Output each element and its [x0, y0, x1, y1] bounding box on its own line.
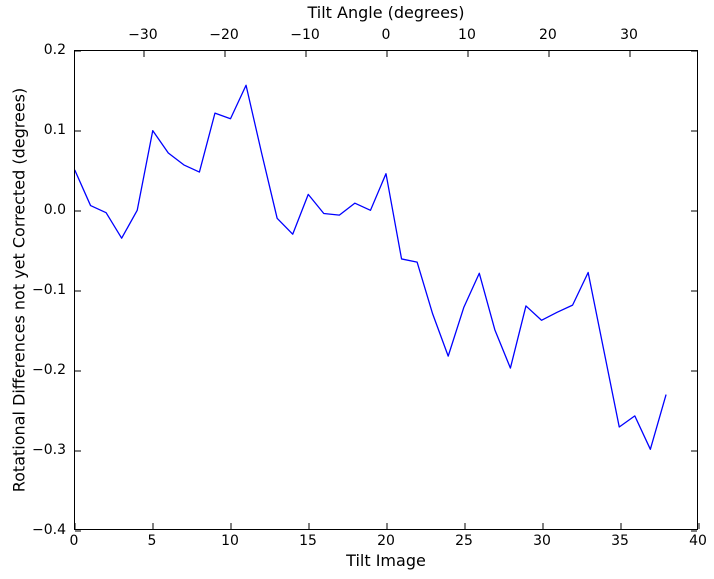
x-tick: [542, 523, 544, 529]
y-tick-right: [691, 450, 697, 452]
plot-area: [74, 50, 700, 532]
top-axis-tick: [548, 51, 550, 57]
top-axis-tick-label: −20: [209, 27, 239, 43]
y-tick-right: [691, 370, 697, 372]
y-tick-label: −0.3: [32, 442, 66, 458]
y-tick-right: [691, 530, 697, 532]
top-axis-tick-label: −30: [128, 27, 158, 43]
y-tick-label: −0.4: [32, 522, 66, 538]
y-tick: [75, 290, 81, 292]
x-axis-title: Tilt Image: [346, 551, 426, 570]
top-axis-tick-label: 20: [539, 27, 557, 43]
top-axis-title: Tilt Angle (degrees): [307, 3, 465, 22]
x-tick: [74, 523, 76, 529]
x-tick: [386, 523, 388, 529]
x-tick-label: 40: [689, 533, 707, 549]
x-tick-label: 35: [611, 533, 629, 549]
y-tick-label: −0.1: [32, 282, 66, 298]
top-axis-tick: [386, 51, 388, 57]
top-axis-tick: [629, 51, 631, 57]
x-tick-label: 5: [147, 533, 157, 549]
top-axis-tick-label: −10: [290, 27, 320, 43]
y-tick: [75, 210, 81, 212]
top-axis-tick: [467, 51, 469, 57]
x-tick: [464, 523, 466, 529]
x-tick-label: 10: [221, 533, 239, 549]
top-axis-tick-label: 30: [620, 27, 638, 43]
top-axis-tick: [305, 51, 307, 57]
line-chart-canvas: [75, 84, 667, 450]
y-tick-label: 0.1: [43, 122, 66, 138]
y-tick-right: [691, 50, 697, 52]
y-tick-right: [691, 210, 697, 212]
top-axis-tick-label: 0: [381, 27, 391, 43]
x-tick: [698, 523, 700, 529]
y-tick-label: −0.2: [32, 362, 66, 378]
y-tick: [75, 370, 81, 372]
data-line-series: [75, 84, 667, 450]
x-tick: [152, 523, 154, 529]
y-tick: [75, 130, 81, 132]
y-tick-right: [691, 290, 697, 292]
x-tick-label: 15: [299, 533, 317, 549]
top-axis-tick: [143, 51, 145, 57]
y-tick: [75, 450, 81, 452]
top-axis-tick: [224, 51, 226, 57]
x-tick-label: 0: [69, 533, 79, 549]
y-tick-right: [691, 130, 697, 132]
y-tick: [75, 50, 81, 52]
y-tick: [75, 530, 81, 532]
x-tick: [308, 523, 310, 529]
top-axis-tick-label: 10: [458, 27, 476, 43]
x-tick-label: 30: [533, 533, 551, 549]
y-axis-title: Rotational Differences not yet Corrected…: [9, 87, 29, 493]
x-tick-label: 25: [455, 533, 473, 549]
x-tick: [230, 523, 232, 529]
x-tick: [620, 523, 622, 529]
y-tick-label: 0.2: [43, 42, 66, 58]
x-tick-label: 20: [377, 533, 395, 549]
y-tick-label: 0.0: [43, 202, 66, 218]
